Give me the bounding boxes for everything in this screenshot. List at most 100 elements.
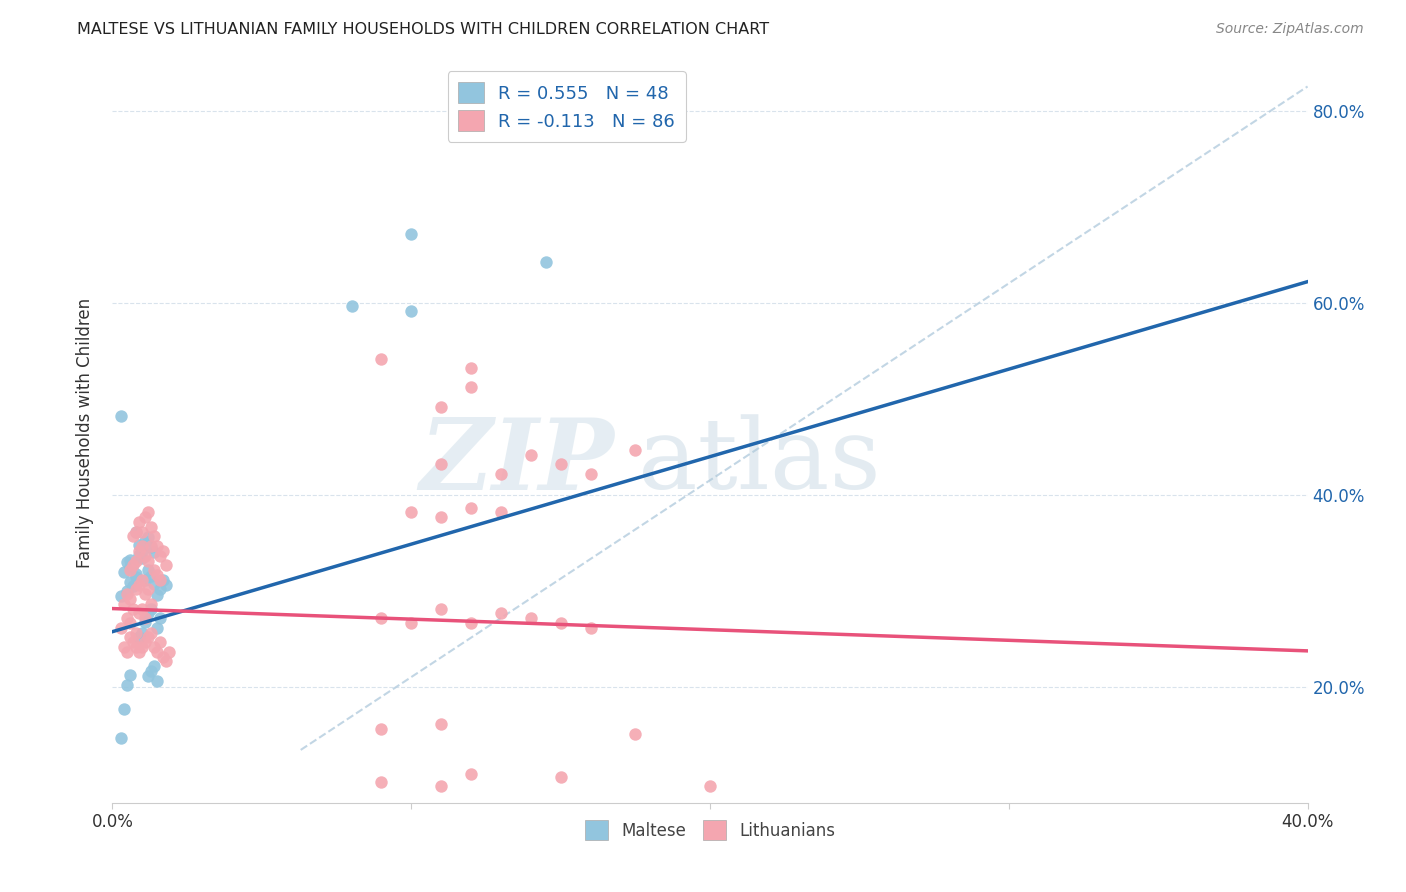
Point bbox=[624, 442, 647, 457]
Point bbox=[138, 607, 160, 621]
Point bbox=[460, 500, 482, 515]
Point bbox=[125, 625, 148, 640]
Point bbox=[117, 645, 139, 659]
Point bbox=[141, 520, 163, 534]
Point bbox=[114, 701, 135, 715]
Point bbox=[401, 227, 423, 241]
Point bbox=[430, 400, 453, 414]
Point bbox=[134, 534, 156, 549]
Point bbox=[460, 380, 482, 394]
Point bbox=[117, 587, 139, 601]
Point bbox=[146, 645, 169, 659]
Point bbox=[149, 573, 172, 587]
Point bbox=[146, 621, 169, 635]
Point bbox=[430, 780, 453, 794]
Point bbox=[122, 529, 145, 543]
Point bbox=[146, 568, 169, 582]
Point bbox=[120, 668, 142, 682]
Point bbox=[120, 615, 142, 630]
Point bbox=[430, 510, 453, 524]
Point bbox=[134, 587, 156, 601]
Point bbox=[125, 640, 148, 654]
Point bbox=[134, 635, 156, 649]
Point bbox=[520, 611, 543, 625]
Point bbox=[141, 539, 163, 553]
Point bbox=[550, 770, 572, 784]
Point bbox=[460, 361, 482, 376]
Point bbox=[125, 524, 148, 539]
Point bbox=[138, 530, 160, 544]
Point bbox=[149, 611, 172, 625]
Point bbox=[131, 573, 153, 587]
Point bbox=[624, 726, 647, 740]
Text: Source: ZipAtlas.com: Source: ZipAtlas.com bbox=[1216, 22, 1364, 37]
Point bbox=[120, 552, 142, 566]
Point bbox=[143, 563, 166, 577]
Point bbox=[370, 351, 392, 366]
Point bbox=[117, 584, 139, 599]
Point bbox=[146, 588, 169, 602]
Point bbox=[128, 515, 150, 529]
Point bbox=[114, 565, 135, 579]
Point bbox=[131, 550, 153, 565]
Point bbox=[134, 615, 156, 629]
Point bbox=[340, 299, 363, 313]
Text: atlas: atlas bbox=[638, 415, 882, 510]
Point bbox=[122, 635, 145, 649]
Point bbox=[114, 597, 135, 611]
Point bbox=[138, 505, 160, 519]
Point bbox=[152, 544, 174, 558]
Point bbox=[122, 558, 145, 572]
Point bbox=[141, 569, 163, 583]
Point bbox=[117, 611, 139, 625]
Point bbox=[155, 578, 177, 592]
Point bbox=[122, 579, 145, 593]
Point bbox=[134, 510, 156, 524]
Point bbox=[117, 556, 139, 570]
Point bbox=[141, 540, 163, 554]
Point bbox=[125, 582, 148, 597]
Point bbox=[579, 621, 602, 635]
Point bbox=[143, 529, 166, 543]
Point bbox=[120, 574, 142, 589]
Point bbox=[110, 731, 132, 746]
Point bbox=[401, 615, 423, 630]
Point bbox=[370, 722, 392, 736]
Point bbox=[489, 505, 512, 519]
Point bbox=[152, 649, 174, 664]
Point bbox=[489, 607, 512, 621]
Point bbox=[152, 573, 174, 587]
Point bbox=[155, 655, 177, 669]
Point bbox=[131, 640, 153, 654]
Point bbox=[579, 467, 602, 481]
Point bbox=[401, 505, 423, 519]
Point bbox=[138, 631, 160, 645]
Y-axis label: Family Households with Children: Family Households with Children bbox=[76, 298, 94, 567]
Point bbox=[110, 589, 132, 603]
Point bbox=[430, 601, 453, 615]
Point bbox=[699, 780, 721, 794]
Point bbox=[128, 631, 150, 645]
Point bbox=[141, 601, 163, 615]
Point bbox=[128, 577, 150, 591]
Point bbox=[146, 539, 169, 553]
Point bbox=[110, 621, 132, 635]
Point bbox=[370, 611, 392, 625]
Point bbox=[401, 303, 423, 318]
Point bbox=[149, 549, 172, 563]
Point bbox=[125, 524, 148, 539]
Point bbox=[520, 448, 543, 462]
Point bbox=[138, 582, 160, 597]
Point bbox=[128, 607, 150, 621]
Point bbox=[149, 582, 172, 597]
Point bbox=[125, 553, 148, 567]
Point bbox=[138, 669, 160, 683]
Point bbox=[143, 545, 166, 559]
Point bbox=[134, 549, 156, 563]
Point bbox=[128, 544, 150, 558]
Point bbox=[550, 458, 572, 472]
Point bbox=[120, 560, 142, 574]
Point bbox=[370, 774, 392, 789]
Point bbox=[128, 645, 150, 659]
Point bbox=[120, 631, 142, 645]
